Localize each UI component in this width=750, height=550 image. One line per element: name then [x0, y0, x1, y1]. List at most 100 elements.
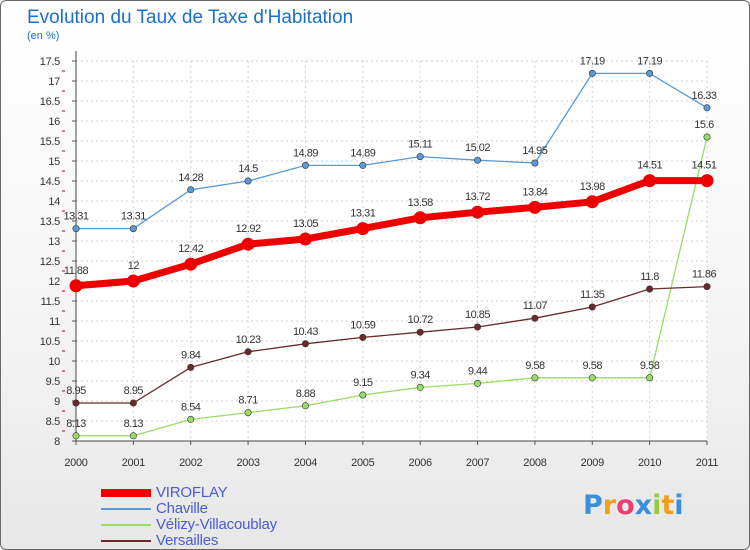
y-tick-label: 17 [48, 76, 60, 88]
data-label: 14.51 [637, 160, 662, 172]
data-label: 10.59 [350, 319, 375, 331]
data-label: 12 [128, 260, 140, 272]
data-point [241, 237, 255, 251]
y-tick-label: 15 [48, 156, 60, 168]
data-label: 9.58 [583, 360, 603, 372]
data-label: 11.8 [640, 271, 659, 283]
data-label: 10.43 [293, 326, 318, 338]
data-label: 17.19 [580, 55, 605, 67]
data-label: 13.98 [580, 181, 605, 193]
data-label: 8.71 [238, 395, 258, 407]
data-point [72, 225, 80, 233]
y-tick-label: 14.5 [40, 176, 60, 188]
legend-label: VIROFLAY [156, 484, 228, 501]
data-point [301, 161, 309, 169]
data-point [585, 195, 599, 209]
data-point [298, 232, 312, 246]
legend-label: Versailles [156, 532, 219, 549]
data-label: 12.92 [236, 223, 261, 235]
data-label: 14.5 [238, 163, 258, 175]
data-label: 14.51 [691, 160, 716, 172]
logo-letter: i [652, 490, 662, 521]
data-label: 15.02 [465, 142, 490, 154]
x-tick-label: 2005 [351, 457, 374, 469]
legend: VIROFLAY Chaville Vélizy-Villacoublay Ve… [101, 484, 401, 549]
data-point [356, 222, 370, 236]
data-label: 16.33 [691, 90, 716, 102]
data-point [359, 391, 367, 399]
data-point [187, 186, 195, 194]
y-tick-label: 13 [48, 236, 60, 248]
x-tick-label: 2004 [294, 457, 317, 469]
data-point [474, 156, 482, 164]
y-tick-label: 8 [54, 436, 60, 448]
x-tick-label: 2001 [122, 457, 145, 469]
data-point [72, 432, 80, 440]
y-tick-label: 9 [54, 396, 60, 408]
data-point [187, 415, 195, 423]
data-label: 11.07 [523, 300, 548, 312]
chart-title: Evolution du Taux de Taxe d'Habitation [27, 7, 354, 28]
data-label: 13.84 [522, 186, 547, 198]
logo-letter: i [674, 490, 684, 521]
data-label: 10.72 [408, 314, 433, 326]
data-label: 12.42 [178, 243, 203, 255]
data-label: 9.84 [181, 349, 201, 361]
data-label: 8.13 [66, 418, 86, 430]
plot-area [76, 61, 707, 441]
x-tick-label: 2003 [236, 457, 259, 469]
data-point [416, 328, 424, 336]
legend-label: Chaville [156, 500, 208, 517]
data-label: 9.15 [353, 377, 373, 389]
data-label: 13.05 [293, 218, 318, 230]
data-point [416, 153, 424, 161]
data-label: 8.54 [181, 401, 201, 413]
data-point [588, 374, 596, 382]
data-label: 9.34 [410, 369, 430, 381]
y-tick-label: 13.5 [40, 216, 60, 228]
legend-swatch [101, 508, 151, 510]
data-label: 13.31 [121, 211, 146, 223]
data-point [244, 409, 252, 417]
data-label: 8.13 [124, 418, 144, 430]
data-label: 14.89 [350, 147, 375, 159]
x-tick-label: 2007 [466, 457, 489, 469]
data-point [703, 283, 711, 291]
legend-swatch [101, 489, 151, 497]
data-label: 8.95 [124, 385, 144, 397]
x-tick-label: 2006 [409, 457, 432, 469]
series-line [76, 285, 708, 404]
data-point [129, 399, 137, 407]
data-label: 9.58 [525, 360, 545, 372]
data-label: 14.89 [293, 147, 318, 159]
data-point [474, 323, 482, 331]
y-tick-label: 17.5 [40, 56, 60, 68]
data-point [703, 133, 711, 141]
data-point [531, 374, 539, 382]
data-point [244, 348, 252, 356]
y-tick-label: 12 [48, 276, 60, 288]
proxiti-logo: Proxiti [583, 490, 684, 521]
logo-letter: t [661, 490, 675, 521]
data-point [471, 205, 485, 219]
data-point [588, 303, 596, 311]
y-tick-label: 10.5 [40, 336, 60, 348]
data-point [474, 379, 482, 387]
data-label: 8.95 [66, 385, 86, 397]
y-tick-label: 11.5 [41, 296, 61, 308]
x-tick-label: 2000 [64, 457, 87, 469]
y-tick-label: 11 [49, 316, 60, 328]
logo-letter: o [616, 490, 635, 521]
data-label: 11.88 [64, 265, 89, 277]
legend-swatch [101, 524, 151, 526]
data-point [416, 383, 424, 391]
data-point [129, 225, 137, 233]
data-label: 13.31 [63, 211, 88, 223]
data-label: 14.95 [522, 145, 547, 157]
y-tick-label: 16.5 [40, 96, 60, 108]
data-point [531, 159, 539, 167]
legend-item: VIROFLAY [101, 484, 401, 501]
legend-swatch [101, 540, 151, 542]
unit-label: (en %) [27, 30, 60, 42]
